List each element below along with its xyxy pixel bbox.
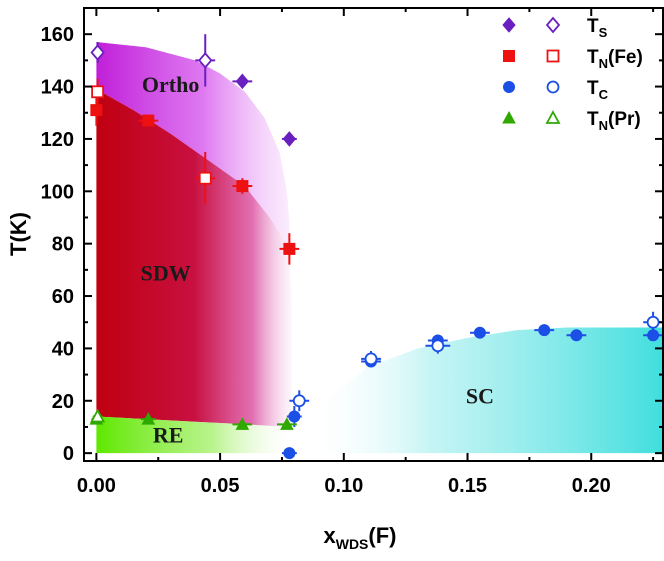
x-tick-label: 0.20	[572, 475, 611, 497]
legend-label-2: TC	[587, 78, 609, 102]
y-tick-label: 80	[52, 234, 74, 256]
marker-circle	[283, 447, 296, 460]
marker-circle	[288, 410, 301, 423]
marker-circle	[646, 315, 660, 329]
marker-square	[283, 242, 296, 255]
legend: TS TN(Fe) TC TN(Pr)	[502, 16, 643, 133]
x-axis-title-tail: (F)	[368, 523, 396, 548]
y-tick-label: 120	[41, 129, 74, 151]
point-square-filled-2	[232, 178, 253, 194]
y-tick-label: 140	[41, 77, 74, 99]
point-square-filled-0	[90, 94, 103, 126]
point-diamond-filled-1	[281, 131, 297, 147]
legend-marker-open-triangle	[545, 110, 561, 124]
legend-label-1: TN(Fe)	[587, 47, 643, 71]
point-diamond-open-1	[195, 34, 216, 87]
point-circle-filled-5	[534, 324, 555, 337]
legend-marker-filled-triangle	[502, 110, 516, 124]
marker-square	[142, 114, 155, 127]
y-tick-label: 60	[52, 286, 74, 308]
y-tick-label: 100	[41, 181, 74, 203]
marker-diamond	[90, 44, 105, 61]
marker-triangle	[235, 417, 250, 430]
point-triangle-filled-3	[277, 417, 297, 430]
region-sdw	[96, 89, 292, 427]
point-circle-filled-0	[281, 447, 297, 460]
marker-square	[236, 180, 249, 193]
x-axis-title-main: x	[323, 523, 336, 548]
y-tick-label: 160	[41, 24, 74, 46]
marker-circle	[292, 394, 306, 408]
marker-circle	[431, 339, 445, 353]
legend-marker-filled-square	[503, 50, 515, 62]
marker-triangle	[280, 417, 294, 430]
y-axis-title: T(K)	[6, 212, 31, 256]
point-circle-open-0	[289, 390, 310, 412]
legend-marker-open-square	[546, 49, 560, 63]
marker-triangle	[90, 408, 106, 423]
region-label-sc: SC	[466, 383, 494, 408]
point-square-open-0	[91, 78, 105, 105]
y-tick-label: 40	[52, 338, 74, 360]
marker-diamond	[282, 131, 297, 147]
marker-circle	[538, 324, 551, 337]
point-square-open-1	[195, 152, 216, 205]
point-circle-filled-1	[286, 406, 302, 427]
point-circle-filled-6	[566, 329, 587, 342]
region-label-re: RE	[153, 423, 184, 448]
legend-marker-open-circle	[546, 80, 560, 94]
legend-marker-filled-diamond	[502, 17, 516, 33]
point-circle-open-1	[361, 351, 381, 367]
point-square-filled-3	[279, 233, 300, 265]
marker-circle	[364, 352, 378, 366]
point-diamond-open-0	[90, 42, 105, 63]
y-tick-label: 20	[52, 391, 74, 413]
region-ortho	[96, 42, 290, 249]
region-sc	[304, 327, 663, 454]
point-triangle-filled-1	[140, 412, 156, 425]
point-triangle-filled-2	[232, 417, 253, 430]
marker-diamond	[198, 51, 213, 69]
x-axis-title: xWDS(F)	[323, 523, 396, 552]
marker-square	[91, 85, 105, 99]
x-tick-label: 0.15	[448, 475, 487, 497]
region-label-ortho: Ortho	[142, 72, 199, 97]
legend-marker-filled-circle	[503, 81, 515, 93]
x-axis-title-sub: WDS	[336, 536, 369, 552]
x-tick-label: 0.05	[201, 475, 240, 497]
point-circle-filled-4	[470, 326, 490, 339]
marker-diamond	[235, 73, 250, 90]
point-circle-filled-7	[643, 329, 663, 342]
x-tick-label: 0.00	[77, 475, 116, 497]
y-tick-label: 0	[63, 443, 74, 465]
x-tick-label: 0.10	[324, 475, 363, 497]
point-triangle-open-0	[90, 408, 106, 423]
point-diamond-filled-0	[232, 73, 253, 90]
point-square-filled-1	[138, 114, 159, 127]
marker-square	[90, 104, 103, 117]
plot-frame	[83, 7, 664, 462]
point-circle-open-2	[425, 337, 451, 354]
marker-circle	[570, 329, 583, 342]
legend-label-0: TS	[587, 16, 608, 40]
marker-circle	[473, 326, 486, 339]
legend-label-3: TN(Pr)	[587, 109, 641, 133]
legend-marker-open-diamond	[545, 16, 561, 34]
region-label-sdw: SDW	[141, 260, 191, 285]
marker-square	[198, 171, 212, 185]
marker-triangle	[141, 412, 156, 425]
